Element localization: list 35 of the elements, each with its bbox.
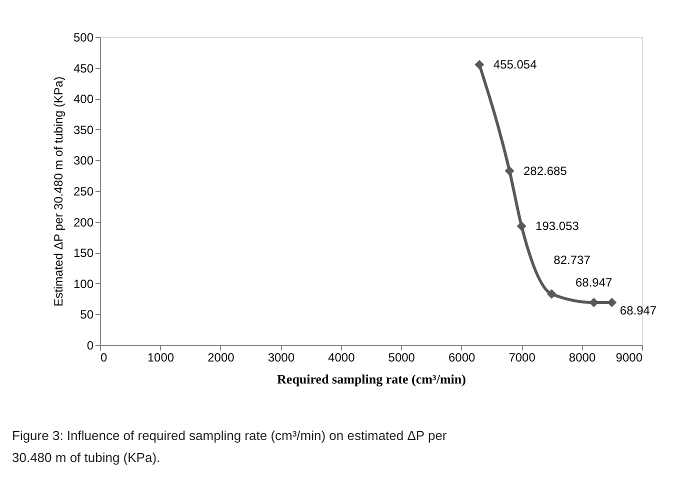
point xyxy=(504,166,514,176)
x-tick-label: 4000 xyxy=(328,350,356,364)
x-tick-label: 2000 xyxy=(208,350,235,364)
y-tick-label: 150 xyxy=(73,246,94,260)
x-tick-label: 0 xyxy=(100,350,108,364)
x-axis-title: Required sampling rate (cm³/min) xyxy=(277,372,466,386)
y-tick-label: 300 xyxy=(73,154,94,168)
y-tick-label: 250 xyxy=(73,184,94,198)
x-tick-label: 6000 xyxy=(448,350,476,364)
data-label: 282.685 xyxy=(524,164,568,178)
point xyxy=(516,221,526,231)
y-tick-label: 500 xyxy=(73,30,94,44)
x-tick-label: 1000 xyxy=(147,350,174,364)
data-label: 68.947 xyxy=(620,304,657,318)
x-tick-label: 7000 xyxy=(508,350,536,364)
point xyxy=(474,60,484,70)
data-label: 455.054 xyxy=(493,58,538,72)
x-tick-label: 5000 xyxy=(388,350,416,364)
y-tick-label: 0 xyxy=(86,338,94,352)
data-label: 82.737 xyxy=(554,253,591,268)
x-tick-label: 8000 xyxy=(568,350,596,364)
y-tick-label: 400 xyxy=(73,92,94,106)
y-tick-label: 450 xyxy=(73,61,94,76)
point xyxy=(607,298,617,308)
point xyxy=(546,289,556,299)
y-tick-label: 100 xyxy=(73,276,94,291)
data-label: 68.947 xyxy=(575,276,612,290)
x-tick-label: 3000 xyxy=(268,350,295,364)
y-tick-label: 50 xyxy=(80,308,94,322)
y-tick-label: 350 xyxy=(73,122,94,137)
x-tick-label: 9000 xyxy=(616,350,643,364)
y-tick-label: 200 xyxy=(73,215,94,230)
y-axis-title: Estimated ΔP per 30.480 m of tubing (KPa) xyxy=(51,76,66,306)
data-label: 193.053 xyxy=(536,219,580,234)
caption: Figure 3: Influence of required sampling rate (cm³/min) on estimated ΔP per 30.480 m of tubing (KPa). xyxy=(12,428,448,465)
